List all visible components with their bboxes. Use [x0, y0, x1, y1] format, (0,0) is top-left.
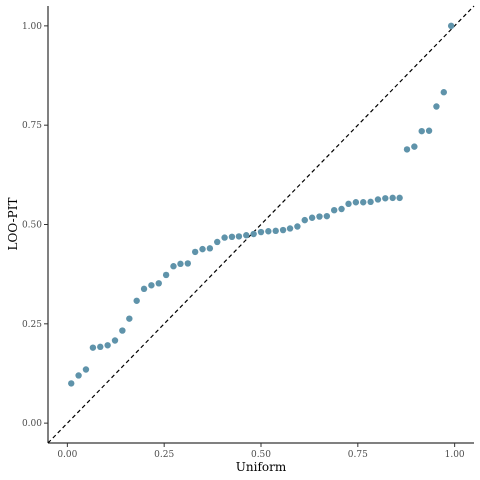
data-point	[345, 200, 352, 208]
data-point	[265, 228, 272, 235]
data-point	[323, 212, 331, 220]
data-point	[75, 372, 82, 379]
data-point	[411, 143, 418, 150]
data-point	[148, 282, 155, 289]
y-tick-label: 0.75	[22, 121, 42, 131]
axes-layer: 0.00 0.25 0.50 0.75 1.00 0.00 0.25 0.50 0.75 1.00	[22, 6, 474, 460]
x-tick-label: 0.00	[57, 450, 77, 460]
data-point	[433, 103, 440, 110]
data-point	[308, 214, 316, 221]
data-point	[301, 216, 308, 224]
data-point	[389, 194, 396, 202]
x-tick-label: 0.50	[251, 450, 271, 460]
data-point	[382, 195, 389, 202]
data-point	[286, 225, 294, 232]
x-tick-label: 0.75	[348, 450, 368, 460]
data-point	[184, 260, 192, 267]
data-point	[126, 315, 133, 322]
data-point	[367, 198, 374, 206]
data-point	[228, 233, 236, 241]
y-tick-label: 1.00	[22, 22, 42, 32]
data-point	[330, 207, 338, 214]
data-point	[206, 245, 214, 252]
data-point	[82, 366, 90, 373]
y-tick-label: 0.00	[22, 419, 42, 429]
data-point	[155, 280, 162, 287]
data-point	[199, 245, 206, 253]
data-point	[338, 205, 345, 213]
data-point	[177, 260, 184, 268]
data-point	[396, 194, 403, 202]
data-point	[272, 227, 279, 235]
y-tick-label: 0.25	[22, 320, 42, 330]
data-point	[418, 127, 425, 135]
data-point	[279, 226, 287, 234]
data-point	[119, 327, 126, 334]
data-point	[170, 263, 177, 270]
data-point	[162, 271, 170, 279]
data-point	[89, 344, 97, 351]
data-point	[243, 232, 250, 239]
data-point	[214, 238, 221, 246]
x-axis-title: Uniform	[236, 460, 287, 474]
data-point	[447, 22, 455, 30]
data-point	[250, 230, 257, 238]
reference-diagonal-line	[47, 5, 475, 444]
points-layer	[68, 22, 455, 387]
data-point	[352, 199, 360, 206]
data-point	[221, 234, 228, 241]
data-point	[257, 228, 265, 236]
data-point	[133, 297, 140, 304]
data-point	[68, 380, 75, 387]
data-point	[425, 127, 433, 134]
data-point	[235, 233, 243, 240]
data-point	[360, 199, 367, 206]
data-point	[403, 146, 411, 153]
data-point	[440, 89, 447, 96]
y-tick-label: 0.50	[22, 221, 42, 231]
reference-line-layer	[47, 5, 475, 444]
data-point	[111, 337, 119, 344]
data-point	[140, 285, 148, 293]
data-point	[316, 213, 323, 220]
x-tick-label: 1.00	[445, 450, 465, 460]
data-point	[294, 223, 301, 230]
data-point	[191, 248, 199, 256]
y-axis-title: LOO-PIT	[6, 198, 20, 251]
data-point	[104, 342, 111, 349]
data-point	[374, 196, 382, 203]
x-tick-label: 0.25	[154, 450, 174, 460]
data-point	[97, 343, 104, 351]
